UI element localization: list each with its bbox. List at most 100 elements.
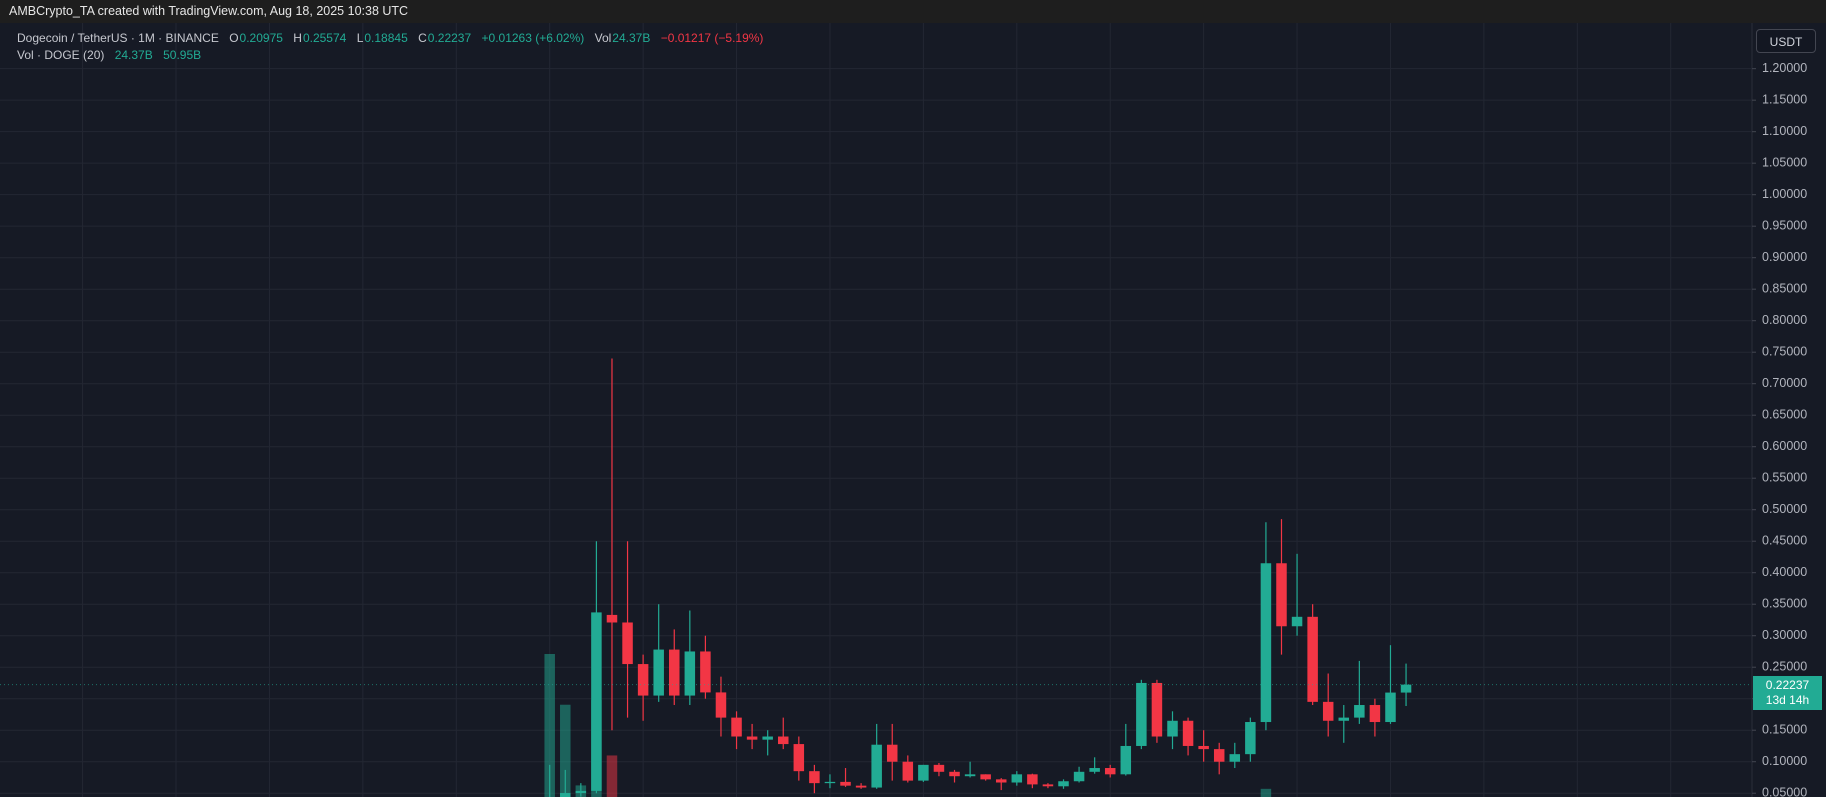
candle-body bbox=[1354, 705, 1365, 718]
y-tick-label: 0.65000 bbox=[1762, 407, 1807, 421]
high-value: 0.25574 bbox=[302, 31, 347, 45]
last-price: 0.22237 bbox=[1765, 677, 1810, 692]
candle-body bbox=[1400, 684, 1412, 693]
candle-body bbox=[684, 651, 696, 696]
y-tick-label: 0.35000 bbox=[1762, 597, 1807, 611]
candle-body bbox=[840, 781, 851, 786]
volume-bar bbox=[560, 704, 571, 797]
y-tick-label: 1.20000 bbox=[1762, 61, 1807, 75]
candle-body bbox=[964, 774, 976, 777]
y-tick-label: 0.90000 bbox=[1762, 250, 1807, 264]
volume-legend: Vol · DOGE (20) 24.37B 50.95B bbox=[17, 48, 202, 62]
candle-body bbox=[855, 785, 867, 788]
low-value: 0.18845 bbox=[364, 31, 408, 45]
candle-body bbox=[824, 781, 836, 784]
candle-body bbox=[1104, 768, 1116, 775]
candle-body bbox=[778, 736, 789, 745]
y-tick-label: 0.25000 bbox=[1762, 660, 1807, 674]
volume-ma-value: 50.95B bbox=[163, 48, 202, 62]
y-tick-label: 0.80000 bbox=[1762, 313, 1807, 327]
candle-body bbox=[622, 622, 633, 665]
low-label: L bbox=[356, 31, 364, 45]
candle-body bbox=[575, 790, 587, 794]
candle-body bbox=[669, 649, 680, 696]
candle-body bbox=[995, 779, 1007, 783]
candle-body bbox=[918, 764, 929, 781]
candle-body bbox=[1120, 745, 1132, 775]
y-tick-label: 1.10000 bbox=[1762, 124, 1807, 138]
candle-body bbox=[886, 744, 898, 762]
y-tick-label: 0.75000 bbox=[1762, 344, 1807, 358]
candle-body bbox=[637, 664, 649, 696]
high-label: H bbox=[293, 31, 302, 45]
y-tick-label: 0.15000 bbox=[1762, 723, 1807, 737]
candle-body bbox=[1369, 705, 1381, 723]
candle-body bbox=[809, 771, 820, 784]
y-tick-label: 1.05000 bbox=[1762, 155, 1807, 169]
candle-body bbox=[1213, 749, 1225, 762]
candle-body bbox=[700, 651, 711, 693]
candle-body bbox=[1042, 784, 1054, 787]
candle-body bbox=[871, 744, 882, 788]
y-tick-label: 0.55000 bbox=[1762, 470, 1807, 484]
last-price-tag: 0.22237 13d 14h bbox=[1753, 675, 1822, 710]
open-value: 0.20975 bbox=[239, 31, 283, 45]
candle-body bbox=[1151, 682, 1163, 737]
candle-body bbox=[1058, 781, 1069, 787]
open-label: O bbox=[229, 31, 239, 45]
candle-body bbox=[653, 649, 664, 696]
candle-body bbox=[793, 744, 805, 772]
price-axis: 0.050000.100000.150000.200000.250000.300… bbox=[1752, 61, 1807, 797]
plot-area bbox=[0, 358, 1752, 797]
candle-body bbox=[1011, 774, 1023, 783]
y-tick-label: 0.05000 bbox=[1762, 786, 1807, 797]
candle-body bbox=[1136, 682, 1147, 746]
close-value: 0.22237 bbox=[427, 31, 472, 45]
candle-body bbox=[1338, 717, 1350, 721]
candle-body bbox=[1198, 745, 1209, 750]
y-tick-label: 0.40000 bbox=[1762, 565, 1807, 579]
candle-body bbox=[949, 771, 960, 777]
candle-body bbox=[762, 736, 773, 740]
volume-indicator-name: Vol · DOGE (20) bbox=[17, 48, 105, 62]
grid bbox=[0, 23, 1752, 797]
volume-change: −0.01217 (−5.19%) bbox=[660, 31, 764, 45]
candle-body bbox=[980, 774, 991, 780]
candle-body bbox=[1322, 701, 1334, 721]
y-tick-label: 0.85000 bbox=[1762, 281, 1807, 295]
candle-body bbox=[1276, 563, 1287, 627]
y-tick-label: 1.00000 bbox=[1762, 187, 1807, 201]
y-tick-label: 0.50000 bbox=[1762, 502, 1807, 516]
candle-body bbox=[1229, 754, 1241, 762]
candle-body bbox=[591, 612, 602, 791]
volume-value: 24.37B bbox=[612, 31, 651, 45]
y-tick-label: 0.45000 bbox=[1762, 534, 1807, 548]
candle-body bbox=[902, 761, 914, 781]
candle-body bbox=[1027, 774, 1038, 785]
currency-button[interactable]: USDT bbox=[1756, 29, 1816, 53]
price-change: +0.01263 (+6.02%) bbox=[481, 31, 585, 45]
volume-label: Vol bbox=[594, 31, 612, 45]
volume-bar bbox=[544, 654, 555, 797]
snapshot-header: AMBCrypto_TA created with TradingView.co… bbox=[0, 0, 1826, 23]
candle-body bbox=[1307, 616, 1318, 702]
volume-bar bbox=[1260, 788, 1272, 797]
y-tick-label: 0.10000 bbox=[1762, 754, 1807, 768]
candle-body bbox=[746, 736, 758, 740]
volume-value: 24.37B bbox=[114, 48, 153, 62]
candle-body bbox=[731, 717, 742, 737]
candle-body bbox=[606, 614, 618, 623]
y-tick-label: 0.70000 bbox=[1762, 376, 1807, 390]
chart-background bbox=[0, 23, 1826, 797]
candle-body bbox=[715, 692, 727, 718]
y-tick-label: 1.15000 bbox=[1762, 92, 1807, 106]
candle-body bbox=[1089, 768, 1100, 772]
y-tick-label: 0.60000 bbox=[1762, 439, 1807, 453]
close-label: C bbox=[418, 31, 427, 45]
bar-countdown: 13d 14h bbox=[1765, 692, 1810, 707]
y-tick-label: 0.30000 bbox=[1762, 628, 1807, 642]
candle-body bbox=[1385, 692, 1396, 723]
